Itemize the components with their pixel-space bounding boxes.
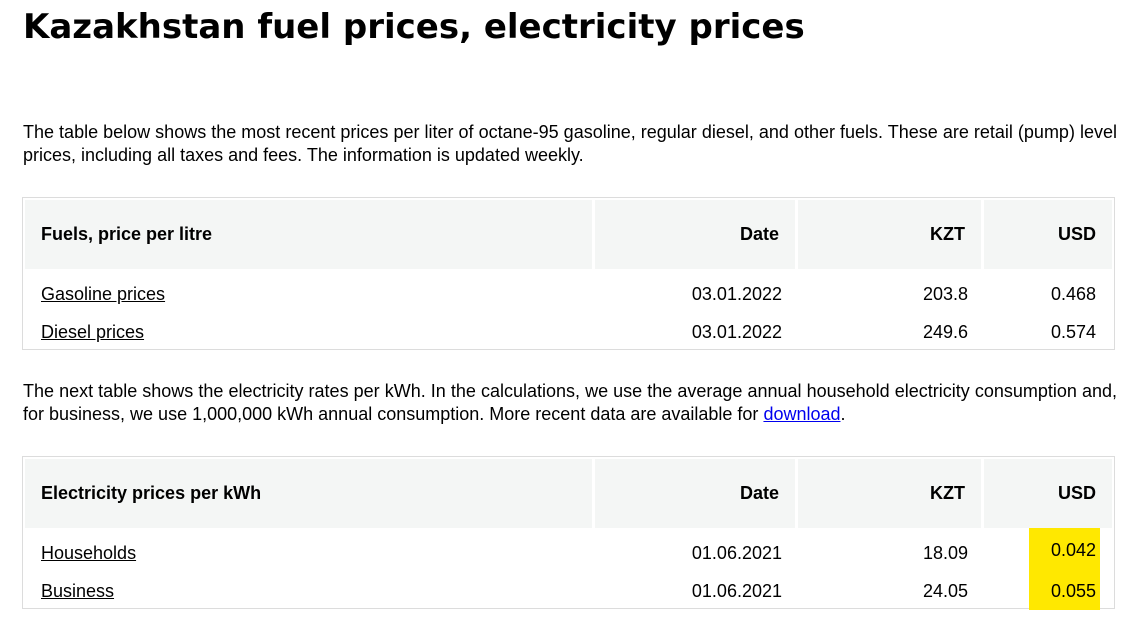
business-link[interactable]: Business (41, 580, 115, 601)
electricity-name-cell: Households (25, 528, 595, 572)
date-cell: 03.01.2022 (691, 321, 782, 342)
gasoline-prices-link[interactable]: Gasoline prices (41, 283, 166, 304)
table-header-row: Fuels, price per litre Date KZT USD (25, 200, 1112, 269)
highlight-marker (1029, 528, 1100, 572)
fuel-name-cell: Gasoline prices (25, 269, 595, 313)
column-header-kzt: KZT (798, 459, 984, 528)
date-cell: 03.01.2022 (691, 283, 782, 304)
electricity-intro-paragraph: The next table shows the electricity rat… (23, 380, 1117, 426)
fuel-name-cell: Diesel prices (25, 313, 595, 351)
download-link[interactable]: download (763, 404, 841, 424)
table-row: Gasoline prices 03.01.2022 203.8 0.468 (25, 269, 1112, 313)
kzt-cell: 24.05 (922, 580, 968, 601)
electricity-intro-text: The next table shows the electricity rat… (23, 381, 1117, 424)
column-header-fuel: Fuels, price per litre (25, 200, 595, 269)
highlight-marker (1029, 572, 1100, 610)
date-cell: 01.06.2021 (691, 542, 782, 563)
column-header-electricity: Electricity prices per kWh (25, 459, 595, 528)
column-header-usd: USD (984, 200, 1112, 269)
column-header-usd: USD (984, 459, 1112, 528)
usd-cell-highlighted: 0.042 (984, 528, 1112, 572)
kzt-cell: 249.6 (922, 321, 968, 342)
electricity-name-cell: Business (25, 572, 595, 610)
intro-paragraph: The table below shows the most recent pr… (23, 122, 1117, 165)
diesel-prices-link[interactable]: Diesel prices (41, 321, 145, 342)
fuel-prices-table: Fuels, price per litre Date KZT USD Gaso… (25, 200, 1112, 351)
fuel-prices-table-container: Fuels, price per litre Date KZT USD Gaso… (22, 197, 1115, 350)
kzt-cell: 203.8 (922, 283, 968, 304)
electricity-prices-table: Electricity prices per kWh Date KZT USD … (25, 459, 1112, 610)
page-title: Kazakhstan fuel prices, electricity pric… (23, 7, 805, 47)
table-row: Diesel prices 03.01.2022 249.6 0.574 (25, 313, 1112, 351)
usd-cell-highlighted: 0.055 (984, 572, 1112, 610)
column-header-date: Date (595, 459, 798, 528)
table-row: Business 01.06.2021 24.05 0.055 (25, 572, 1112, 610)
usd-cell: 0.468 (1050, 283, 1096, 304)
column-header-date: Date (595, 200, 798, 269)
households-link[interactable]: Households (41, 542, 137, 563)
column-header-kzt: KZT (798, 200, 984, 269)
date-cell: 01.06.2021 (691, 580, 782, 601)
usd-value: 0.055 (1050, 580, 1096, 601)
table-row: Households 01.06.2021 18.09 0.042 (25, 528, 1112, 572)
electricity-intro-trailing: . (840, 404, 846, 424)
electricity-prices-table-container: Electricity prices per kWh Date KZT USD … (22, 456, 1115, 610)
table-header-row: Electricity prices per kWh Date KZT USD (25, 459, 1112, 528)
usd-cell: 0.574 (1050, 321, 1096, 342)
kzt-cell: 18.09 (922, 542, 968, 563)
usd-value: 0.042 (1050, 539, 1096, 560)
